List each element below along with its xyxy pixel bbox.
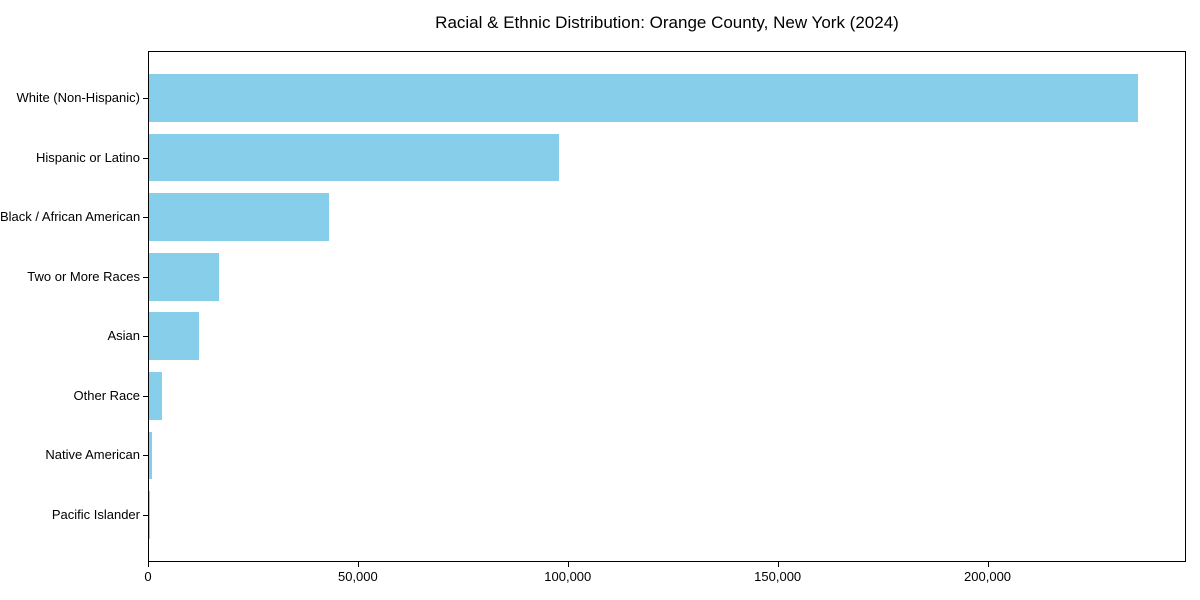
y-tick-label: White (Non-Hispanic)	[16, 90, 140, 106]
bar	[149, 252, 219, 301]
y-tick-mark	[143, 336, 148, 338]
y-tick-mark	[143, 157, 148, 159]
bar	[149, 74, 1138, 122]
x-tick-mark	[987, 562, 989, 567]
x-tick-mark	[567, 562, 569, 567]
x-tick-label: 100,000	[544, 569, 592, 584]
y-tick-label: Pacific Islander	[51, 506, 140, 522]
x-tick-label: 50,000	[337, 569, 378, 584]
x-tick-mark	[357, 562, 359, 567]
y-tick-mark	[143, 276, 148, 278]
chart-title: Racial & Ethnic Distribution: Orange Cou…	[435, 13, 899, 32]
y-tick-label: Black / African American	[0, 209, 141, 225]
x-tick-mark	[148, 562, 149, 567]
bar	[149, 431, 152, 480]
x-tick-label: 0	[144, 569, 152, 584]
y-tick-label: Native American	[45, 447, 140, 463]
y-tick-label: Two or More Races	[27, 268, 140, 284]
y-tick-mark	[143, 395, 148, 397]
y-tick-label: Hispanic or Latino	[35, 149, 140, 165]
y-tick-label: Other Race	[73, 387, 140, 403]
y-tick-mark	[143, 455, 148, 457]
y-tick-label: Asian	[107, 328, 140, 344]
y-tick-mark	[143, 217, 148, 219]
x-tick-label: 200,000	[964, 569, 1012, 584]
x-tick-mark	[777, 562, 779, 567]
bar	[149, 372, 162, 420]
bar	[149, 312, 199, 361]
y-tick-mark	[143, 98, 148, 100]
plot-area	[148, 51, 1186, 562]
bar	[149, 133, 559, 182]
y-tick-mark	[143, 514, 148, 516]
bar	[149, 193, 330, 241]
x-tick-label: 150,000	[754, 569, 802, 584]
